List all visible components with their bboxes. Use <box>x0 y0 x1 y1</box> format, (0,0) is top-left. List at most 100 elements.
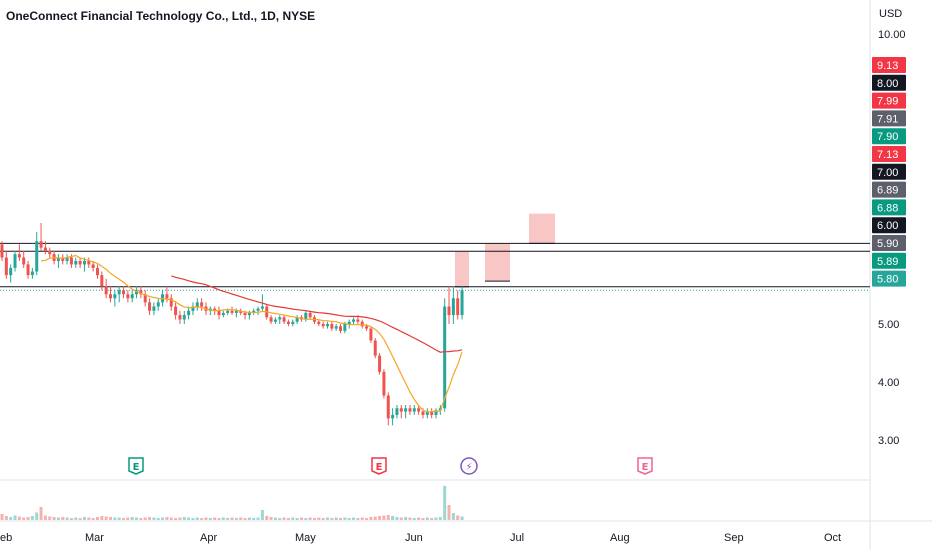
candle <box>43 241 47 255</box>
volume-bar <box>217 518 221 520</box>
dividend-event-icon: ⚡ <box>460 457 478 475</box>
volume-bar <box>451 513 455 520</box>
candle <box>382 369 386 399</box>
candle <box>0 241 4 261</box>
candle-body <box>352 319 356 322</box>
volume-bar <box>26 517 30 520</box>
price-tag-label: 9.13 <box>877 60 898 72</box>
candle-body <box>43 247 47 251</box>
volume-bar <box>443 486 447 520</box>
price-tag-bg <box>872 74 906 91</box>
candle-body <box>425 411 429 415</box>
volume-bar <box>48 516 52 520</box>
price-tag-bg <box>872 252 906 269</box>
price-axis-label: 5.00 <box>878 319 899 331</box>
price-tag-label: 7.00 <box>877 167 898 179</box>
candle-body <box>369 328 373 341</box>
earnings-event-icon: E <box>637 457 653 475</box>
candle <box>143 290 147 307</box>
volume-bar <box>295 518 299 520</box>
volume-bar <box>425 517 429 520</box>
candle-body <box>200 302 204 307</box>
candle-body <box>91 264 95 268</box>
volume-bar <box>395 517 399 520</box>
price-zones <box>455 213 555 288</box>
volume-bar <box>117 517 121 520</box>
event-label: E <box>376 462 383 473</box>
volume-bar <box>174 518 178 520</box>
volume-bar <box>221 517 225 520</box>
candle <box>447 286 451 324</box>
candle-body <box>95 267 99 276</box>
volume-bar <box>61 517 65 520</box>
candle-body <box>56 257 60 261</box>
candle-body <box>139 290 143 295</box>
volume-bar <box>343 517 347 520</box>
candle <box>321 321 325 329</box>
candle-body <box>4 257 8 276</box>
candle-body <box>430 411 434 415</box>
currency-label: USD <box>879 8 903 20</box>
price-tag-bg <box>872 146 906 162</box>
candle-body <box>252 310 256 313</box>
candle <box>451 286 455 324</box>
candle <box>404 404 408 419</box>
candle <box>295 315 299 324</box>
candle <box>39 223 43 251</box>
candle <box>308 310 312 320</box>
volume-bars <box>0 486 464 520</box>
candle-body <box>317 321 321 324</box>
candle-body <box>421 411 425 415</box>
candle-body <box>404 408 408 412</box>
volume-bar <box>234 518 238 520</box>
candle-body <box>17 254 21 258</box>
volume-bar <box>278 518 282 520</box>
candle <box>174 302 178 320</box>
price-tag-bg <box>872 217 906 234</box>
volume-bar <box>356 518 360 520</box>
volume-bar <box>369 517 373 520</box>
event-shield <box>128 457 144 475</box>
event-shield <box>637 457 653 475</box>
volume-bar <box>130 517 134 520</box>
volume-bar <box>13 515 17 520</box>
candle <box>35 231 39 276</box>
volume-bar <box>317 517 321 520</box>
price-tag-bg <box>872 92 906 109</box>
volume-bar <box>417 517 421 520</box>
candle-body <box>182 315 186 320</box>
candle-body <box>126 294 130 299</box>
price-tag: 9.13 <box>872 57 906 73</box>
volume-bar <box>56 517 60 520</box>
candle-body <box>122 290 126 295</box>
price-tag-bg <box>872 163 906 180</box>
candle <box>317 319 321 327</box>
time-axis[interactable]: eb Mar Apr May Jun Jul Aug Sep Oct <box>0 532 841 544</box>
volume-bar <box>286 518 290 520</box>
candle-body <box>243 312 247 316</box>
volume-bar <box>200 518 204 520</box>
price-tag-bg <box>872 270 906 287</box>
price-axis[interactable]: 10.00 5.00 4.00 3.00 9.13 8.00 7.99 7.91 7.90 7.1… <box>872 29 906 447</box>
price-tag: 5.89 <box>872 252 906 269</box>
candle-body <box>48 250 52 255</box>
candle <box>139 286 143 299</box>
candle <box>169 294 173 311</box>
volume-bar <box>334 517 338 520</box>
candle-body <box>87 260 91 265</box>
candle-body <box>417 408 421 412</box>
volume-bar <box>78 518 82 520</box>
candle <box>100 271 104 291</box>
volume-bar <box>412 518 416 520</box>
price-tag-bg <box>872 57 906 73</box>
candle-body <box>217 310 221 316</box>
volume-bar <box>43 515 47 520</box>
candle-body <box>230 310 234 313</box>
price-tag: 6.89 <box>872 181 906 198</box>
candle-body <box>78 260 82 265</box>
candle <box>378 353 382 375</box>
candle-body <box>308 312 312 318</box>
candle-body <box>109 294 112 299</box>
